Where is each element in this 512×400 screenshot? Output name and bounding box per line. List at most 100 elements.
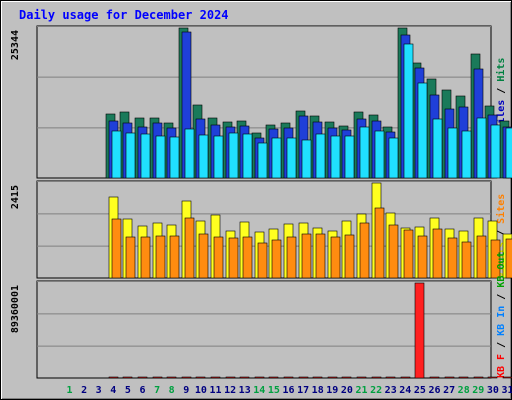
bar-pages-day-30 xyxy=(490,124,501,179)
x-tick-label: 11 xyxy=(209,385,221,396)
legend-entry: / xyxy=(496,288,507,306)
bar-pages-day-12 xyxy=(228,132,239,179)
bar-pages-day-15 xyxy=(271,137,282,179)
x-tick-label: 21 xyxy=(355,385,367,396)
legend-entry: KB Out xyxy=(496,252,507,288)
bar-sites-day-27 xyxy=(447,237,458,279)
bar-pages-day-25 xyxy=(417,82,428,179)
x-tick-label: 19 xyxy=(326,385,338,396)
bar-kb-f-day-14 xyxy=(254,376,265,379)
x-tick-label: 12 xyxy=(224,385,236,396)
bar-sites-day-31 xyxy=(505,238,512,279)
bar-pages-day-10 xyxy=(198,134,209,179)
bar-pages-day-26 xyxy=(432,118,443,179)
bar-kb-f-day-11 xyxy=(210,376,221,379)
bar-sites-day-20 xyxy=(344,234,355,279)
bar-pages-day-17 xyxy=(301,139,312,179)
bar-kb-f-day-13 xyxy=(239,376,250,379)
bar-pages-day-13 xyxy=(242,133,253,179)
bar-sites-day-9 xyxy=(184,217,195,279)
bar-pages-day-7 xyxy=(155,135,166,179)
bar-pages-day-9 xyxy=(184,128,195,179)
bar-kb-f-day-17 xyxy=(298,376,309,379)
bar-kb-f-day-5 xyxy=(122,376,133,379)
x-tick-label: 18 xyxy=(312,385,324,396)
bar-sites-day-18 xyxy=(315,233,326,279)
bar-sites-day-25 xyxy=(417,235,428,279)
bar-sites-day-8 xyxy=(169,235,180,279)
x-tick-label: 9 xyxy=(183,385,189,396)
panel-max-label: 25344 xyxy=(10,30,21,60)
panel-1: 25344Pages / Files / Hits xyxy=(10,25,512,179)
x-tick-label: 30 xyxy=(487,385,499,396)
legend-entry: Hits xyxy=(495,58,507,82)
bar-pages-day-24 xyxy=(403,43,414,179)
bar-kb-f-day-22 xyxy=(371,376,382,379)
bar-kb-f-day-27 xyxy=(444,376,455,379)
x-tick-label: 4 xyxy=(110,385,116,396)
bar-kb-f-day-15 xyxy=(268,376,279,379)
panel-3: 89360001 KB F / KB In / KB Out xyxy=(10,252,512,379)
bar-kb-f-day-9 xyxy=(181,376,192,379)
bar-kb-f-day-8 xyxy=(166,376,177,379)
x-tick-label: 29 xyxy=(472,385,484,396)
bar-pages-day-16 xyxy=(286,137,297,179)
bar-kb-f-day-26 xyxy=(429,376,440,379)
bar-pages-day-19 xyxy=(330,135,341,179)
x-tick-label: 24 xyxy=(399,385,411,396)
x-tick-label: 16 xyxy=(282,385,294,396)
x-tick-label: 13 xyxy=(239,385,251,396)
chart-title: Daily usage for December 2024 xyxy=(19,8,229,22)
x-tick-label: 2 xyxy=(81,385,87,396)
x-tick-label: 7 xyxy=(154,385,160,396)
bar-sites-day-30 xyxy=(490,239,501,279)
bar-pages-day-20 xyxy=(344,135,355,179)
x-tick-label: 25 xyxy=(414,385,426,396)
x-tick-label: 3 xyxy=(96,385,102,396)
bar-sites-day-12 xyxy=(228,237,239,279)
bar-sites-day-10 xyxy=(198,233,209,279)
legend-entry: KB In xyxy=(496,306,507,336)
bar-sites-day-23 xyxy=(388,224,399,279)
bar-sites-day-26 xyxy=(432,228,443,279)
bar-sites-day-7 xyxy=(155,235,166,279)
bar-kb-f-day-16 xyxy=(283,376,294,379)
bar-kb-f-day-10 xyxy=(195,376,206,379)
x-tick-label: 20 xyxy=(341,385,353,396)
x-tick-label: 10 xyxy=(195,385,207,396)
legend-entry: / xyxy=(496,336,507,354)
panel-max-label: 89360001 xyxy=(10,285,21,333)
x-tick-label: 8 xyxy=(169,385,175,396)
bar-kb-f-day-24 xyxy=(400,376,411,379)
bar-sites-day-14 xyxy=(257,242,268,279)
bar-pages-day-31 xyxy=(505,127,512,179)
bar-sites-day-5 xyxy=(125,236,136,279)
bar-kb-f-day-20 xyxy=(341,376,352,379)
x-tick-label: 22 xyxy=(370,385,382,396)
x-tick-label: 26 xyxy=(428,385,440,396)
bar-sites-day-15 xyxy=(271,239,282,279)
bar-kb-f-day-12 xyxy=(225,376,236,379)
x-tick-label: 31 xyxy=(501,385,512,396)
bar-pages-day-23 xyxy=(388,137,399,179)
bar-kb-f-day-7 xyxy=(152,376,163,379)
bar-sites-day-11 xyxy=(213,236,224,279)
legend-entry: / xyxy=(496,82,507,100)
bar-kb-f-day-28 xyxy=(458,376,469,379)
legend-entry: / xyxy=(496,224,507,242)
x-tick-label: 1 xyxy=(66,385,72,396)
panel-max-label: 2415 xyxy=(10,185,21,209)
bar-kb-f-day-23 xyxy=(385,376,396,379)
bar-sites-day-21 xyxy=(359,222,370,279)
x-tick-label: 14 xyxy=(253,385,265,396)
x-tick-label: 27 xyxy=(443,385,455,396)
x-tick-label: 5 xyxy=(125,385,131,396)
bar-pages-day-4 xyxy=(111,130,122,179)
bar-kb-f-day-4 xyxy=(108,376,119,379)
x-tick-label: 17 xyxy=(297,385,309,396)
bar-sites-day-17 xyxy=(301,233,312,279)
bar-sites-day-22 xyxy=(374,207,385,279)
bar-sites-day-16 xyxy=(286,236,297,279)
